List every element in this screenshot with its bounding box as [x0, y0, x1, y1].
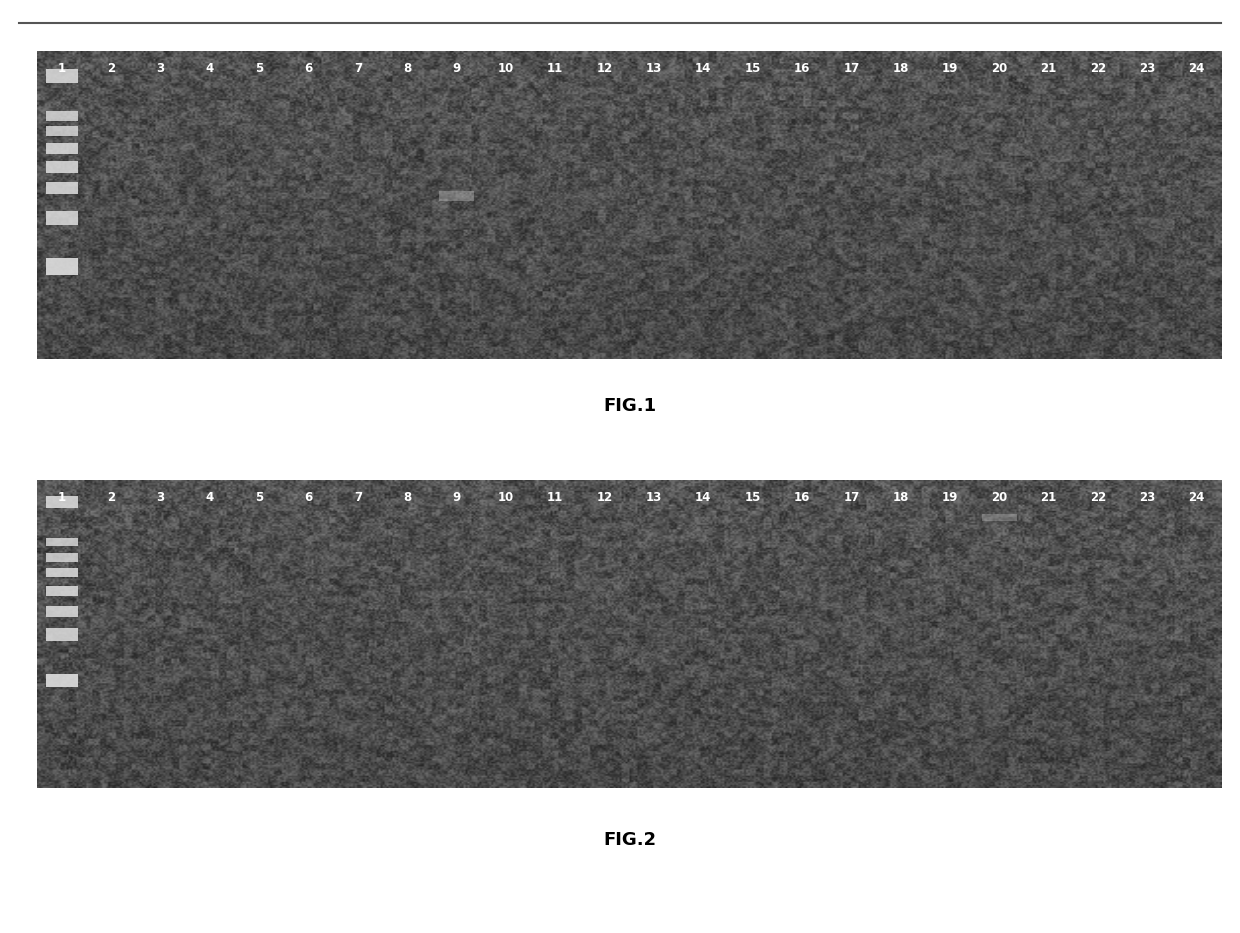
Bar	[46, 496, 78, 508]
Text: 1: 1	[58, 492, 66, 504]
Text: 19: 19	[942, 63, 959, 75]
Text: 18: 18	[893, 63, 909, 75]
Text: 7: 7	[353, 63, 362, 75]
Text: 24: 24	[1189, 63, 1205, 75]
Text: 17: 17	[843, 63, 859, 75]
Text: 13: 13	[646, 63, 662, 75]
Text: 19: 19	[942, 492, 959, 504]
Text: 11: 11	[547, 492, 563, 504]
Bar	[46, 111, 78, 120]
Text: 8: 8	[403, 492, 412, 504]
Text: 10: 10	[497, 492, 515, 504]
Text: 15: 15	[744, 492, 761, 504]
Text: 3: 3	[156, 63, 165, 75]
Text: 10: 10	[497, 63, 515, 75]
Text: FIG.1: FIG.1	[604, 397, 656, 415]
Text: 1: 1	[58, 63, 66, 75]
Bar	[982, 513, 1017, 522]
Bar	[46, 537, 78, 547]
Text: 7: 7	[353, 492, 362, 504]
Text: 8: 8	[403, 63, 412, 75]
Text: 6: 6	[305, 63, 312, 75]
Text: 14: 14	[696, 63, 712, 75]
Text: 12: 12	[596, 492, 613, 504]
Bar	[439, 191, 474, 201]
Text: 15: 15	[744, 63, 761, 75]
Bar	[46, 587, 78, 596]
Bar	[46, 143, 78, 154]
Text: 22: 22	[1090, 492, 1106, 504]
Text: 2: 2	[107, 492, 115, 504]
Text: 9: 9	[453, 63, 461, 75]
Text: 23: 23	[1140, 63, 1156, 75]
Text: 4: 4	[206, 63, 215, 75]
Text: 16: 16	[794, 492, 810, 504]
Text: 4: 4	[206, 492, 215, 504]
Text: 3: 3	[156, 492, 165, 504]
Text: FIG.2: FIG.2	[604, 830, 656, 849]
Text: 14: 14	[696, 492, 712, 504]
Text: 5: 5	[255, 63, 263, 75]
Bar	[46, 568, 78, 578]
Bar	[46, 69, 78, 83]
Text: 13: 13	[646, 492, 662, 504]
Text: 20: 20	[991, 492, 1007, 504]
Text: 17: 17	[843, 492, 859, 504]
Bar	[46, 182, 78, 194]
Text: 18: 18	[893, 492, 909, 504]
Bar	[46, 675, 78, 687]
Bar	[46, 211, 78, 225]
Text: 2: 2	[107, 63, 115, 75]
Bar	[46, 160, 78, 173]
Bar	[46, 628, 78, 641]
Text: 22: 22	[1090, 63, 1106, 75]
Text: 11: 11	[547, 63, 563, 75]
Text: 6: 6	[305, 492, 312, 504]
Bar	[46, 606, 78, 617]
Text: 12: 12	[596, 63, 613, 75]
Text: 9: 9	[453, 492, 461, 504]
Text: 20: 20	[991, 63, 1007, 75]
Bar	[46, 553, 78, 562]
Text: 16: 16	[794, 63, 810, 75]
Bar	[46, 258, 78, 275]
Text: 24: 24	[1189, 492, 1205, 504]
Text: 5: 5	[255, 492, 263, 504]
Text: 21: 21	[1040, 492, 1056, 504]
Text: 21: 21	[1040, 63, 1056, 75]
Text: 23: 23	[1140, 492, 1156, 504]
Bar	[46, 127, 78, 136]
